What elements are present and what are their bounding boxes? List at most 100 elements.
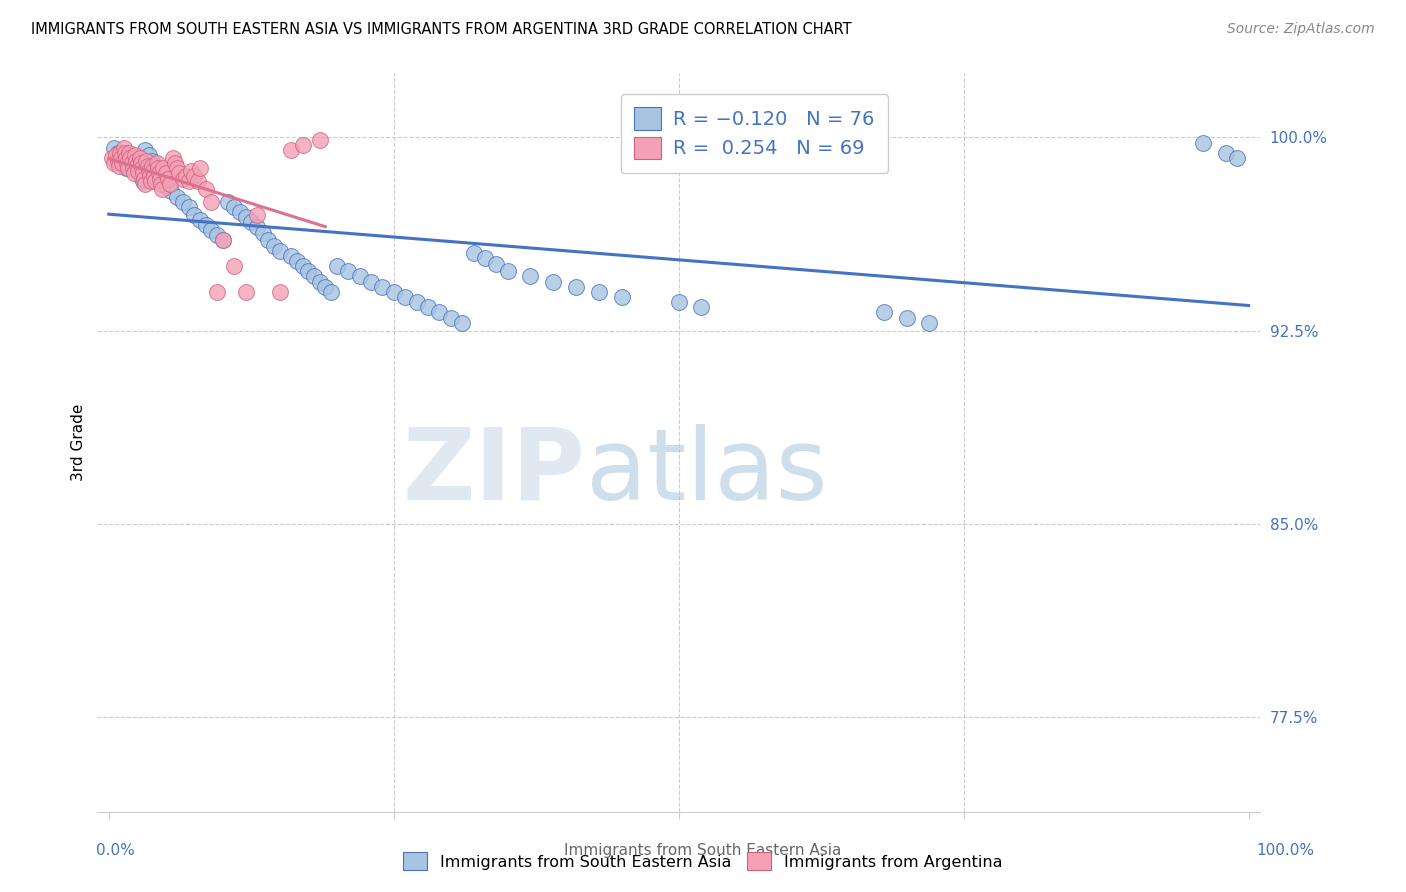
Point [485,256,508,270]
Point [107,153,129,168]
Point [103,156,125,170]
Point [319,285,342,299]
Point [246,208,269,222]
Text: atlas: atlas [586,424,827,521]
Point [308,275,330,289]
Point [129,169,152,183]
Text: IMMIGRANTS FROM SOUTH EASTERN ASIA VS IMMIGRANTS FROM ARGENTINA 3RD GRADE CORREL: IMMIGRANTS FROM SOUTH EASTERN ASIA VS IM… [31,22,852,37]
Point [124,148,146,162]
Text: 100.0%: 100.0% [1257,843,1315,858]
Point [291,138,314,153]
Point [122,166,145,180]
Point [543,275,565,289]
Point [183,208,205,222]
Point [1226,151,1249,165]
Point [145,164,167,178]
Point [308,133,330,147]
Point [205,228,228,243]
Point [174,169,197,183]
Point [141,159,163,173]
Point [132,171,155,186]
Point [145,156,167,170]
Point [103,141,125,155]
Point [565,279,588,293]
Point [200,194,222,209]
Point [145,174,167,188]
Point [183,169,205,183]
Point [496,264,519,278]
Point [240,215,263,229]
Point [107,145,129,160]
Point [325,259,347,273]
Point [139,169,162,183]
Point [127,164,149,178]
Point [132,174,155,188]
Point [172,194,194,209]
Point [152,161,174,176]
Point [139,174,162,188]
Point [159,177,181,191]
Point [394,290,416,304]
Point [115,156,138,170]
Point [131,161,153,176]
Point [205,285,228,299]
Point [229,205,252,219]
Point [120,151,142,165]
Point [440,310,463,325]
Legend: R = −0.120   N = 76, R =  0.254   N = 69: R = −0.120 N = 76, R = 0.254 N = 69 [620,94,889,173]
Point [155,179,177,194]
Point [111,156,134,170]
Text: Immigrants from South Eastern Asia: Immigrants from South Eastern Asia [564,843,842,858]
Point [668,295,690,310]
Point [122,159,145,173]
Point [157,171,180,186]
Point [114,145,136,160]
Point [217,194,239,209]
Point [269,285,291,299]
Point [588,285,610,299]
Point [235,285,257,299]
Point [160,185,183,199]
Point [291,259,314,273]
Point [405,295,427,310]
Point [150,177,173,191]
Y-axis label: 3rd Grade: 3rd Grade [72,404,86,481]
Text: 0.0%: 0.0% [96,843,135,858]
Point [128,151,150,165]
Point [104,148,127,162]
Point [873,305,896,319]
Point [314,279,336,293]
Point [224,259,246,273]
Point [371,279,394,293]
Point [451,316,474,330]
Point [337,264,360,278]
Point [138,164,160,178]
Point [150,182,173,196]
Point [142,164,165,178]
Point [108,145,131,160]
Point [129,156,152,170]
Point [125,153,148,168]
Point [127,159,149,173]
Point [134,177,156,191]
Point [149,169,172,183]
Point [690,301,713,315]
Point [121,156,143,170]
Point [211,233,233,247]
Point [177,200,200,214]
Point [188,161,211,176]
Point [115,161,138,176]
Point [177,174,200,188]
Point [610,290,633,304]
Point [112,141,135,155]
Point [163,156,186,170]
Point [252,226,274,240]
Point [148,166,170,180]
Point [235,210,257,224]
Text: ZIP: ZIP [402,424,586,521]
Point [382,285,405,299]
Point [166,189,188,203]
Point [360,275,382,289]
Point [166,161,188,176]
Point [118,145,141,160]
